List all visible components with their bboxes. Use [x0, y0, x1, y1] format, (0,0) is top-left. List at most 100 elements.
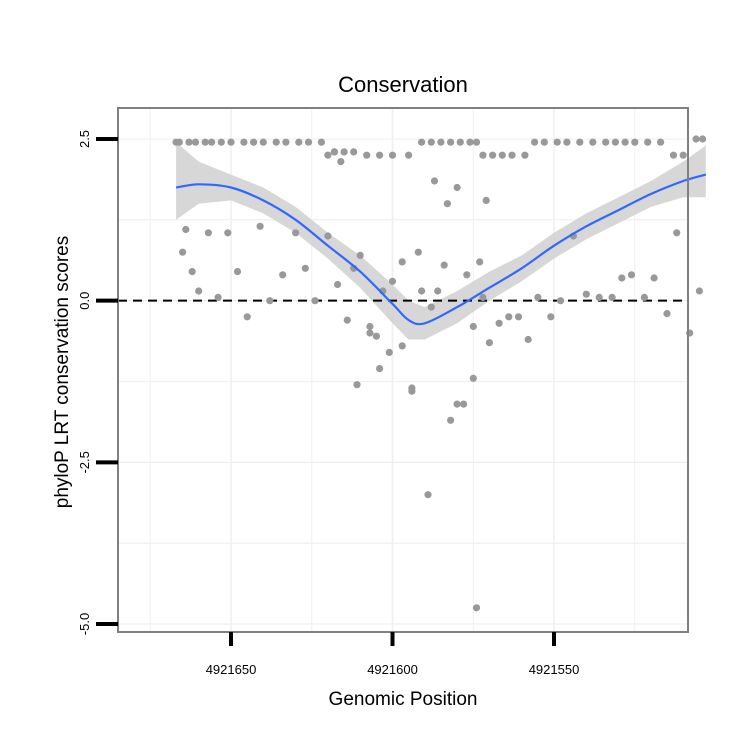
- data-point: [366, 322, 374, 331]
- data-point: [191, 138, 200, 146]
- data-point: [618, 274, 626, 282]
- data-point: [479, 151, 487, 159]
- data-point: [304, 138, 313, 146]
- data-point: [324, 232, 332, 240]
- data-point: [456, 138, 464, 146]
- data-point: [372, 332, 380, 340]
- data-point: [498, 151, 506, 159]
- data-point: [460, 400, 468, 408]
- smooth-fit-line: [175, 173, 707, 326]
- data-point: [508, 151, 516, 159]
- x-tick-label: 4921550: [529, 662, 580, 677]
- data-point: [524, 335, 532, 344]
- data-point: [534, 293, 542, 301]
- data-point: [447, 416, 455, 424]
- data-point: [185, 138, 193, 146]
- data-point: [282, 138, 290, 146]
- data-point: [259, 138, 267, 146]
- data-point: [531, 138, 539, 146]
- data-point: [514, 313, 523, 321]
- data-point: [489, 151, 497, 159]
- data-point: [463, 271, 471, 279]
- data-point: [266, 297, 274, 305]
- data-point: [414, 248, 422, 256]
- data-point: [427, 138, 435, 146]
- y-tick-label: -2.5: [77, 451, 92, 473]
- y-axis-label: phyloP LRT conservation scores: [52, 236, 73, 509]
- data-point: [356, 251, 364, 259]
- data-point: [553, 138, 561, 146]
- data-point: [679, 151, 687, 159]
- data-points: [172, 135, 707, 612]
- data-point: [317, 138, 325, 146]
- data-point: [256, 222, 264, 230]
- data-point: [669, 151, 678, 159]
- data-point: [469, 374, 477, 382]
- data-point: [611, 138, 620, 146]
- data-point: [631, 138, 639, 146]
- data-point: [195, 287, 203, 295]
- data-point: [482, 196, 490, 204]
- data-point: [472, 604, 481, 612]
- data-point: [295, 138, 303, 146]
- data-point: [699, 135, 707, 143]
- data-point: [204, 229, 212, 237]
- data-point: [279, 271, 287, 279]
- data-point: [175, 138, 183, 146]
- data-point: [582, 290, 590, 298]
- data-point: [673, 229, 681, 237]
- grid: [118, 108, 688, 632]
- data-point: [340, 148, 348, 156]
- data-point: [272, 138, 280, 146]
- data-point: [644, 138, 652, 146]
- data-point: [398, 258, 406, 266]
- data-point: [363, 151, 371, 159]
- data-point: [188, 268, 196, 276]
- data-point: [469, 322, 477, 331]
- data-point: [621, 138, 629, 146]
- data-point: [650, 274, 658, 282]
- data-point: [563, 138, 571, 146]
- data-point: [388, 277, 397, 285]
- data-point: [301, 264, 309, 272]
- data-point: [576, 138, 584, 146]
- data-point: [311, 297, 319, 305]
- data-point: [405, 151, 413, 159]
- data-point: [366, 329, 374, 337]
- data-point: [208, 138, 216, 146]
- chart-title: Conservation: [338, 72, 468, 97]
- data-point: [292, 229, 300, 237]
- data-point: [427, 303, 435, 311]
- data-point: [398, 342, 406, 350]
- x-axis-label: Genomic Position: [329, 689, 478, 710]
- data-point: [443, 200, 451, 208]
- panel-border: [117, 107, 689, 633]
- x-tick-label: 4921600: [367, 662, 418, 677]
- data-point: [201, 138, 209, 146]
- data-point: [350, 148, 358, 156]
- data-point: [692, 135, 700, 143]
- data-point: [243, 313, 251, 321]
- data-point: [224, 229, 232, 237]
- data-point: [453, 183, 461, 192]
- data-point: [430, 177, 439, 185]
- data-point: [447, 138, 455, 146]
- data-point: [337, 158, 345, 166]
- data-point: [388, 151, 397, 159]
- data-point: [556, 297, 565, 305]
- x-tick-label: 4921650: [206, 662, 257, 677]
- data-point: [472, 138, 481, 146]
- data-point: [640, 293, 649, 301]
- y-tick-label: 2.5: [77, 130, 92, 148]
- data-point: [376, 151, 384, 159]
- y-tick-label: 0.0: [77, 292, 92, 310]
- data-point: [324, 151, 332, 159]
- data-point: [627, 271, 636, 279]
- data-point: [505, 313, 513, 321]
- y-tick-label: -5.0: [77, 613, 92, 635]
- data-point: [334, 280, 342, 289]
- data-point: [214, 293, 222, 301]
- data-point: [233, 268, 242, 276]
- data-point: [434, 287, 442, 295]
